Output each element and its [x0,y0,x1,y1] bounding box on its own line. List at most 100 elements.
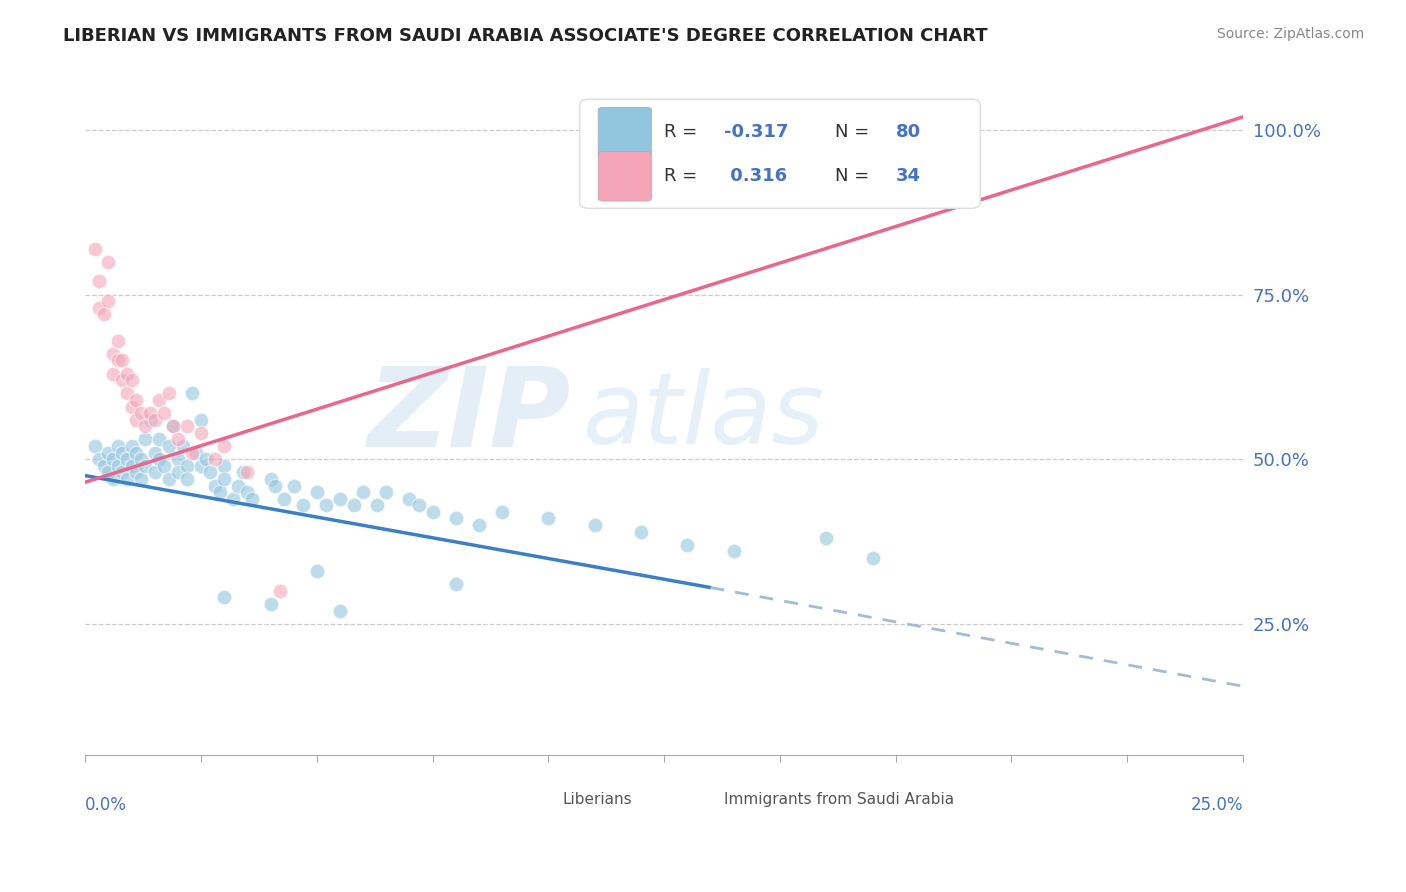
Point [583,518,606,533]
Point [240,491,263,506]
Point [444,511,467,525]
FancyBboxPatch shape [598,107,651,157]
Point [190,458,212,473]
Point [468,518,491,533]
Point [200,466,222,480]
Point [97,294,120,309]
Point [148,433,170,447]
Point [194,452,217,467]
Point [176,419,198,434]
Point [283,478,305,492]
Point [167,452,190,467]
Point [259,597,281,611]
Text: R =: R = [664,168,703,186]
Point [491,505,513,519]
Point [157,439,180,453]
Point [101,367,124,381]
Text: N =: N = [835,168,876,186]
Point [153,406,176,420]
Point [134,458,156,473]
FancyBboxPatch shape [683,787,718,816]
Point [305,564,328,578]
Point [408,498,430,512]
Point [107,334,129,348]
Point [815,531,838,545]
Point [129,406,152,420]
Point [134,419,156,434]
Point [121,400,143,414]
Point [343,498,366,512]
Point [444,577,467,591]
Point [97,445,120,459]
Point [148,392,170,407]
Point [208,485,231,500]
Text: 80: 80 [896,123,921,141]
Point [101,347,124,361]
Point [537,511,560,525]
Point [115,472,138,486]
Text: Source: ZipAtlas.com: Source: ZipAtlas.com [1216,27,1364,41]
Point [630,524,652,539]
Point [97,466,120,480]
Point [129,472,152,486]
Point [176,472,198,486]
Point [107,353,129,368]
Point [93,458,115,473]
Point [264,478,287,492]
Point [115,367,138,381]
Point [167,433,190,447]
Text: -0.317: -0.317 [724,123,789,141]
Point [121,458,143,473]
Point [101,452,124,467]
Point [172,439,194,453]
Point [269,583,291,598]
Text: atlas: atlas [583,368,825,465]
Point [162,419,184,434]
Point [236,485,259,500]
Point [89,275,111,289]
FancyBboxPatch shape [579,99,980,208]
Point [121,439,143,453]
Point [329,603,352,617]
Point [89,452,111,467]
Point [139,412,162,426]
Point [162,419,184,434]
Point [422,505,444,519]
Point [212,591,235,605]
Text: N =: N = [835,123,876,141]
Point [107,458,129,473]
Point [222,491,245,506]
Point [352,485,374,500]
Point [93,307,115,321]
Point [167,466,190,480]
Point [125,412,148,426]
Point [107,439,129,453]
Point [186,445,208,459]
Text: R =: R = [664,123,703,141]
Point [180,386,202,401]
Point [329,491,352,506]
Point [398,491,420,506]
Point [676,538,699,552]
Point [190,412,212,426]
Point [97,254,120,268]
Point [111,445,134,459]
FancyBboxPatch shape [522,787,557,816]
Point [176,458,198,473]
Point [83,242,105,256]
Point [204,478,226,492]
Point [134,433,156,447]
Point [83,439,105,453]
Point [111,353,134,368]
Point [366,498,388,512]
Point [212,472,235,486]
Point [143,412,166,426]
Text: ZIP: ZIP [368,363,571,470]
Point [226,478,249,492]
Point [125,445,148,459]
Point [121,373,143,387]
Point [153,458,176,473]
Point [125,392,148,407]
Point [862,550,884,565]
Point [101,472,124,486]
